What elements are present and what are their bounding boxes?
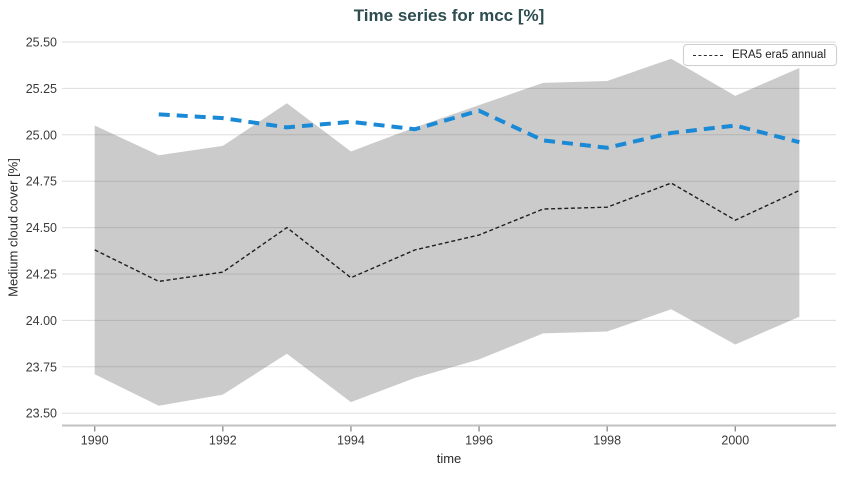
x-axis-title: time xyxy=(436,451,462,466)
svg-text:1996: 1996 xyxy=(465,434,493,448)
gridlines xyxy=(62,41,836,414)
svg-text:24.00: 24.00 xyxy=(26,314,57,328)
svg-text:2000: 2000 xyxy=(721,434,749,448)
legend-label: ERA5 era5 annual xyxy=(732,49,826,61)
y-tick-labels: 25.50 25.25 25.00 24.75 24.50 24.25 24.00 23.75… xyxy=(26,36,57,421)
svg-text:1990: 1990 xyxy=(81,434,109,448)
legend-line-sample xyxy=(693,54,724,56)
x-tick-labels: 1990 1992 1994 1996 1998 2000 xyxy=(81,434,749,448)
svg-text:1992: 1992 xyxy=(209,434,237,448)
legend: ERA5 era5 annual xyxy=(683,44,837,66)
svg-text:24.75: 24.75 xyxy=(26,175,57,189)
svg-text:23.75: 23.75 xyxy=(26,360,57,374)
unlabeled-blue-line xyxy=(158,108,800,150)
svg-text:1998: 1998 xyxy=(593,434,621,448)
chart-title: Time series for mcc [%] xyxy=(353,6,545,25)
x-axis-ticks xyxy=(93,426,736,432)
svg-text:23.50: 23.50 xyxy=(26,407,57,421)
svg-text:1994: 1994 xyxy=(337,434,365,448)
svg-text:24.25: 24.25 xyxy=(26,268,57,282)
svg-text:25.25: 25.25 xyxy=(26,82,57,96)
svg-text:25.00: 25.00 xyxy=(26,128,57,142)
svg-text:25.50: 25.50 xyxy=(26,36,57,50)
uncertainty-band xyxy=(94,58,800,406)
svg-text:24.50: 24.50 xyxy=(26,221,57,235)
era5-era5-annual-line xyxy=(94,182,800,283)
